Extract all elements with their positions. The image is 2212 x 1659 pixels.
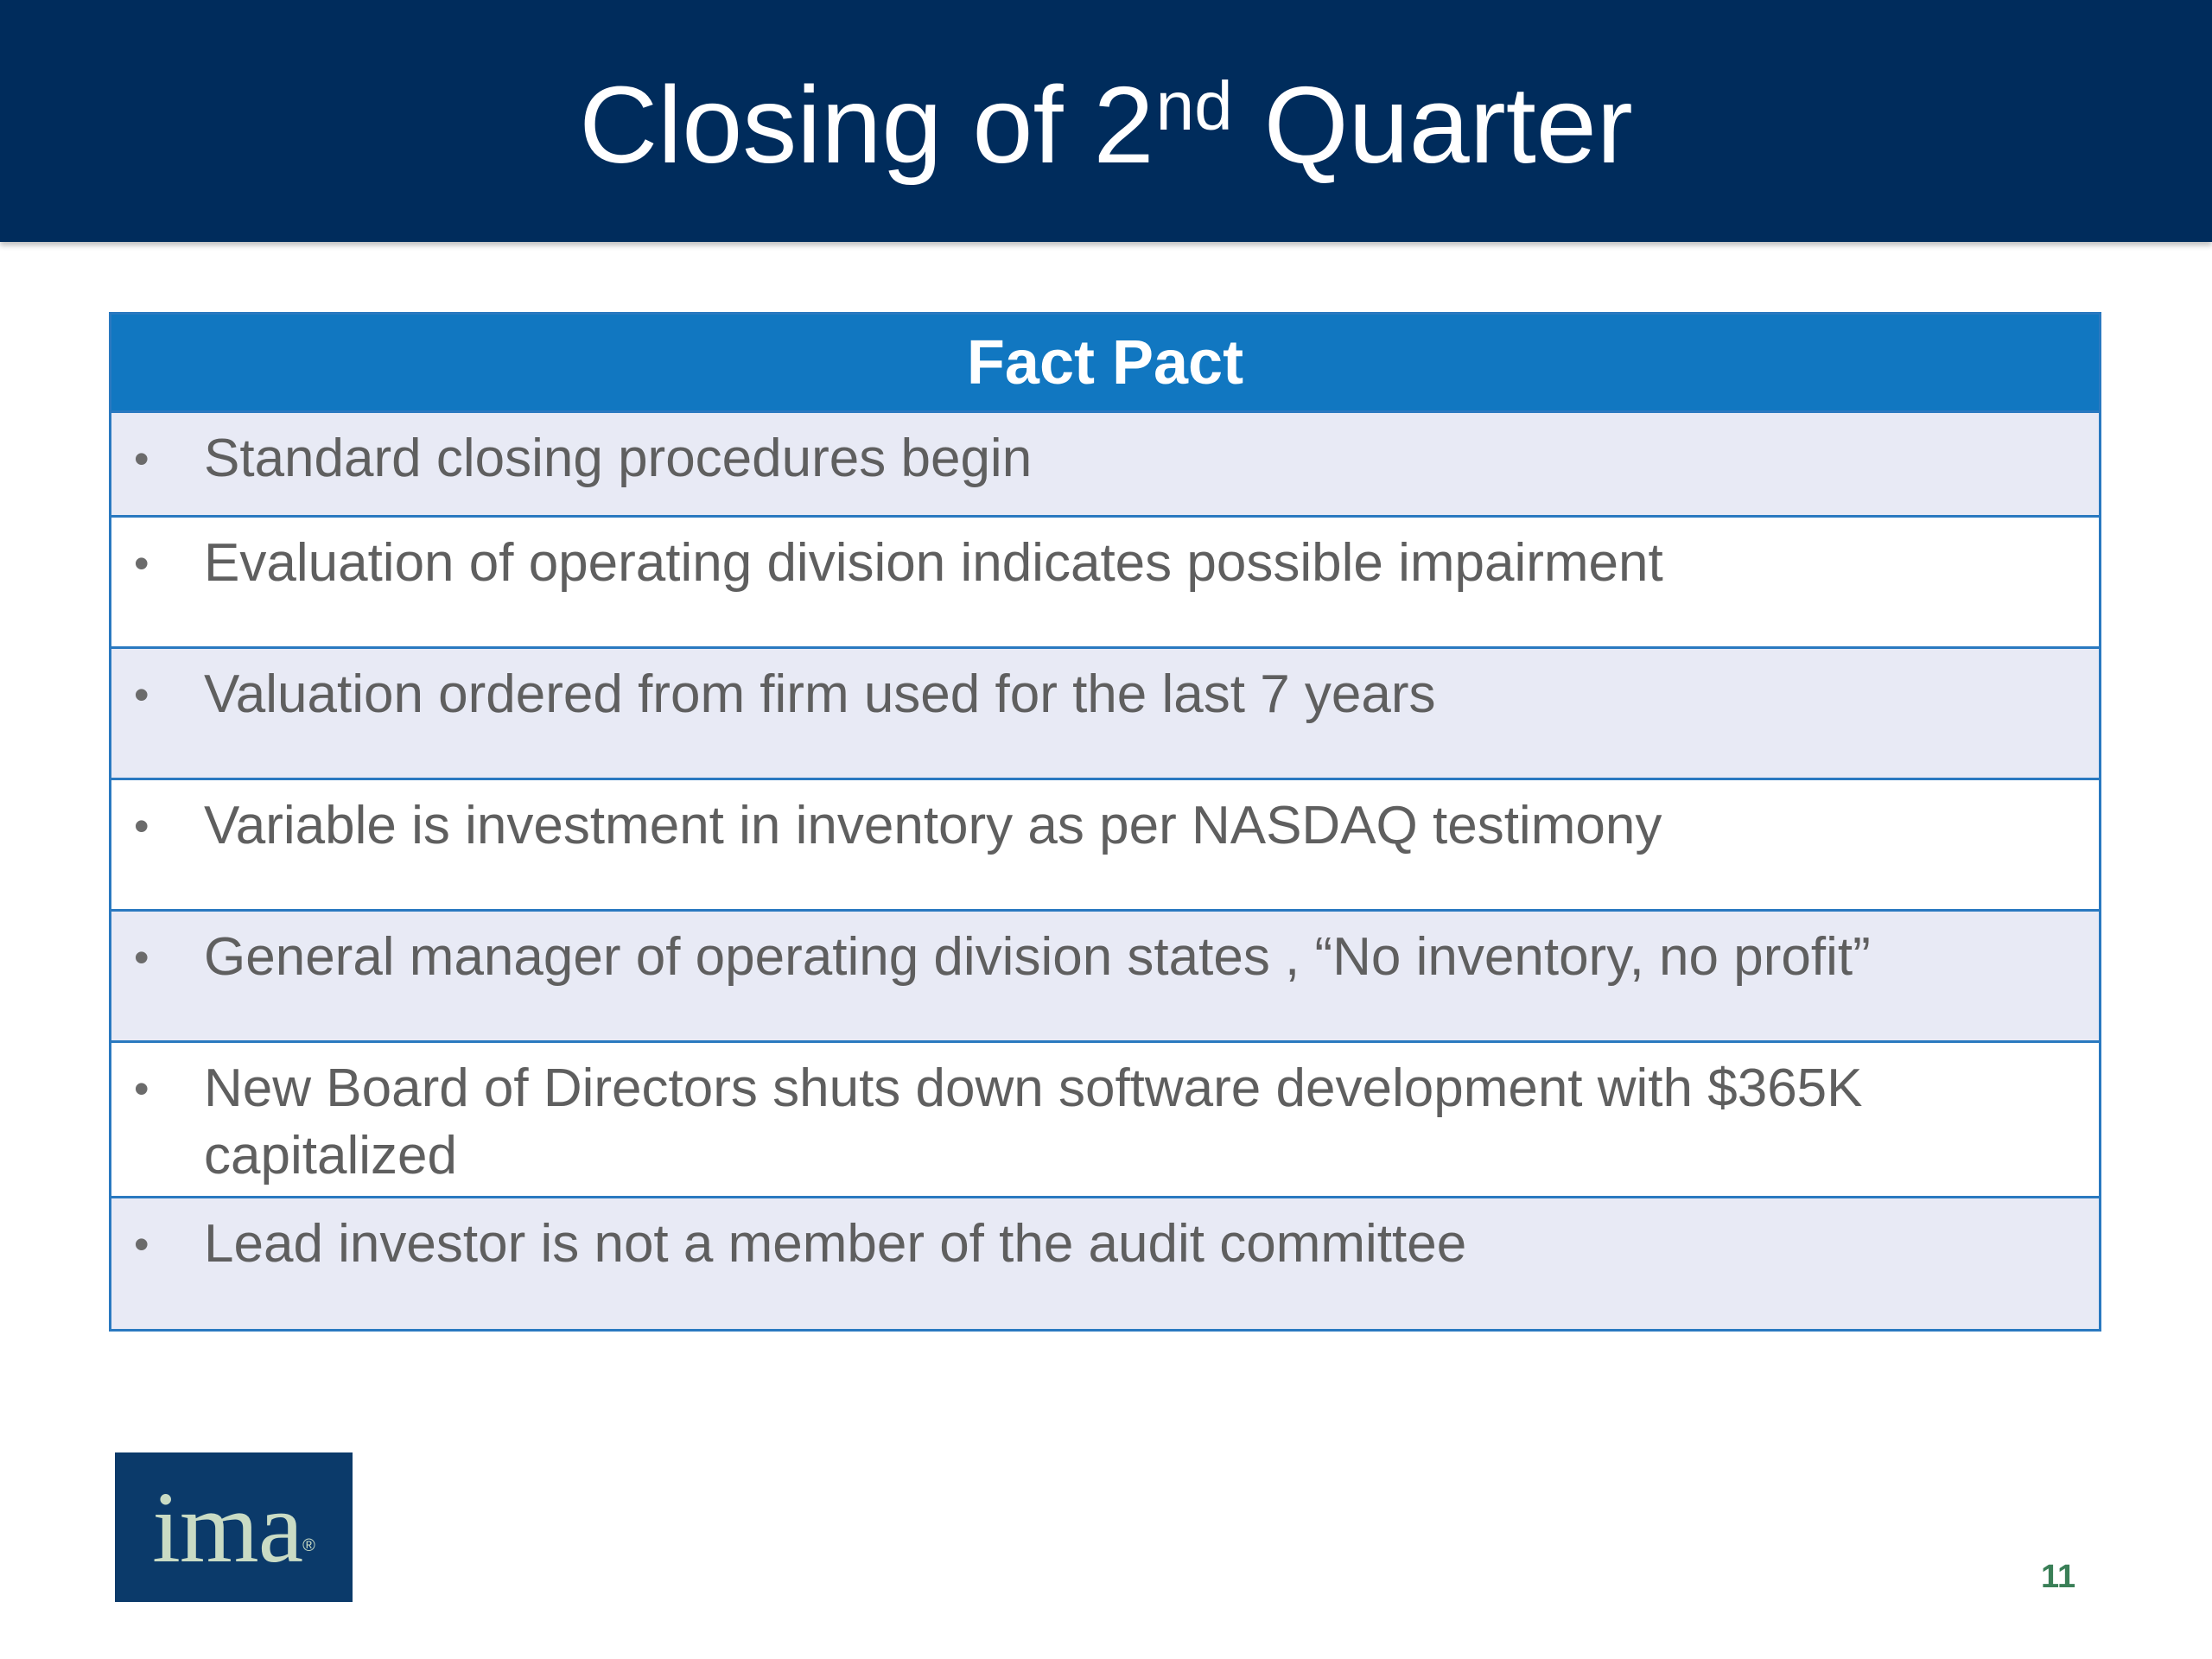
table-row: • New Board of Directors shuts down soft… (111, 1043, 2099, 1198)
row-text: Variable is investment in inventory as p… (204, 796, 1662, 855)
row-text: Standard closing procedures begin (204, 429, 1033, 488)
row-text: Lead investor is not a member of the aud… (204, 1214, 1467, 1274)
bullet-icon: • (134, 802, 149, 850)
table-row: • Lead investor is not a member of the a… (111, 1198, 2099, 1329)
row-text: General manager of operating division st… (204, 927, 1871, 987)
bullet-icon: • (134, 671, 149, 719)
table-row: • Variable is investment in inventory as… (111, 780, 2099, 912)
page-number: 11 (2041, 1559, 2076, 1595)
bullet-icon: • (134, 435, 149, 483)
logo-text: ima (152, 1470, 303, 1584)
table-row: • General manager of operating division … (111, 912, 2099, 1043)
slide-title-superscript: nd (1155, 67, 1233, 144)
table-header: Fact Pact (111, 315, 2099, 413)
bullet-icon: • (134, 1065, 149, 1113)
slide-title-end: Quarter (1263, 64, 1633, 186)
slide-title-main: Closing of 2 (579, 64, 1154, 186)
table-row: • Standard closing procedures begin (111, 413, 2099, 518)
registered-mark-icon: ® (302, 1536, 315, 1555)
row-text: New Board of Directors shuts down softwa… (204, 1058, 1863, 1185)
bullet-icon: • (134, 1220, 149, 1268)
bullet-icon: • (134, 933, 149, 982)
fact-pact-table: Fact Pact • Standard closing procedures … (109, 312, 2101, 1332)
ima-logo: ima ® (115, 1452, 353, 1602)
title-bar (0, 0, 2212, 242)
row-text: Evaluation of operating division indicat… (204, 533, 1663, 593)
table-row: • Evaluation of operating division indic… (111, 518, 2099, 649)
row-text: Valuation ordered from firm used for the… (204, 664, 1436, 724)
table-row: • Valuation ordered from firm used for t… (111, 649, 2099, 780)
bullet-icon: • (134, 539, 149, 588)
